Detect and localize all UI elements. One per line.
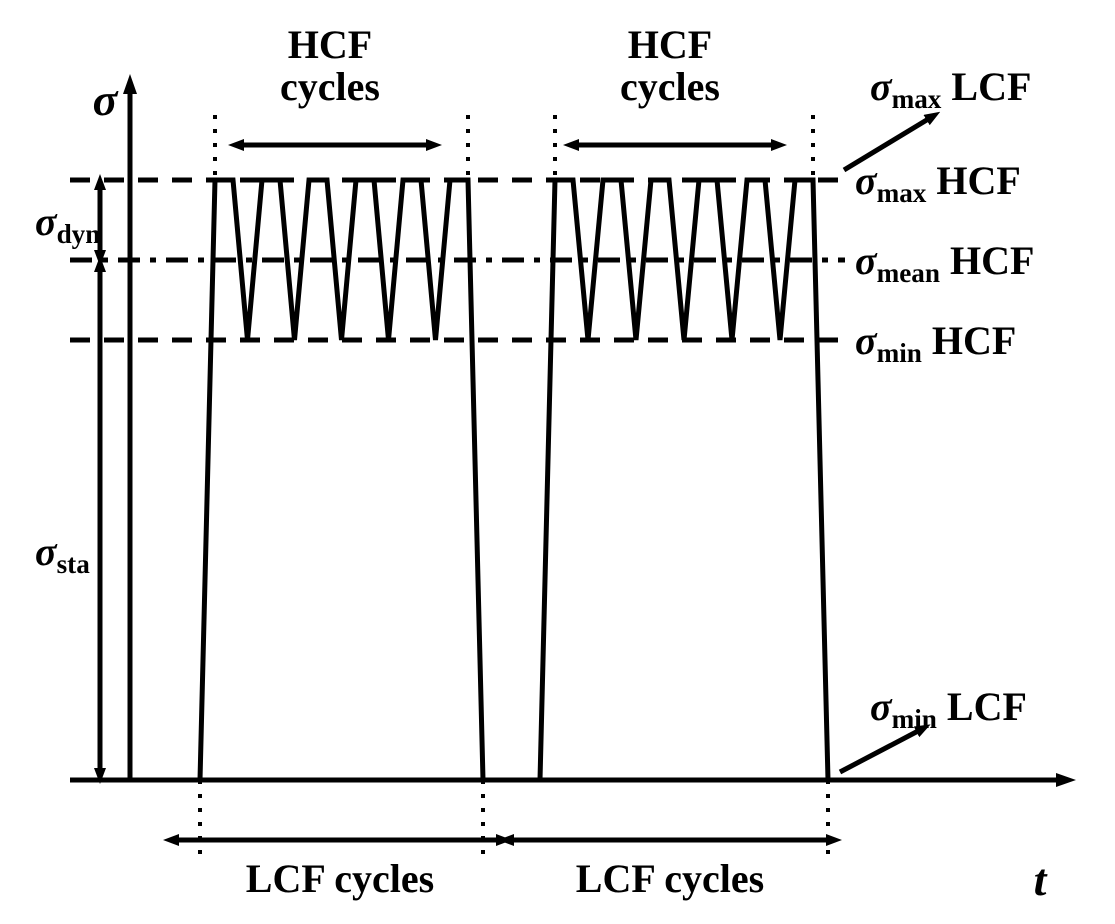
x-axis-label: t bbox=[1034, 854, 1048, 905]
hcf-cycles-label-2: HCF bbox=[628, 22, 712, 67]
y-axis-label: σ bbox=[93, 74, 119, 125]
hcf-cycles-label-1: cycles bbox=[280, 64, 380, 109]
lcf-cycles-label-2: LCF cycles bbox=[576, 856, 764, 901]
sigma-sta-label: σsta bbox=[35, 529, 90, 579]
sigma-dyn-label: σdyn bbox=[35, 199, 100, 249]
sigma-max-lcf-label: σmax LCF bbox=[870, 64, 1031, 114]
sigma-min-lcf-callout bbox=[840, 730, 920, 772]
stress-waveform bbox=[200, 180, 828, 780]
ccf-diagram: σtHCFcyclesHCFcyclesLCF cyclesLCF cycles… bbox=[0, 0, 1115, 924]
sigma-mean-hcf-label: σmean HCF bbox=[855, 238, 1034, 288]
sigma-min-hcf-label: σmin HCF bbox=[855, 318, 1016, 368]
sigma-max-hcf-label: σmax HCF bbox=[855, 158, 1021, 208]
sigma-min-lcf-label: σmin LCF bbox=[870, 684, 1027, 734]
hcf-cycles-label-1: HCF bbox=[288, 22, 372, 67]
lcf-cycles-label-1: LCF cycles bbox=[246, 856, 434, 901]
hcf-cycles-label-2: cycles bbox=[620, 64, 720, 109]
